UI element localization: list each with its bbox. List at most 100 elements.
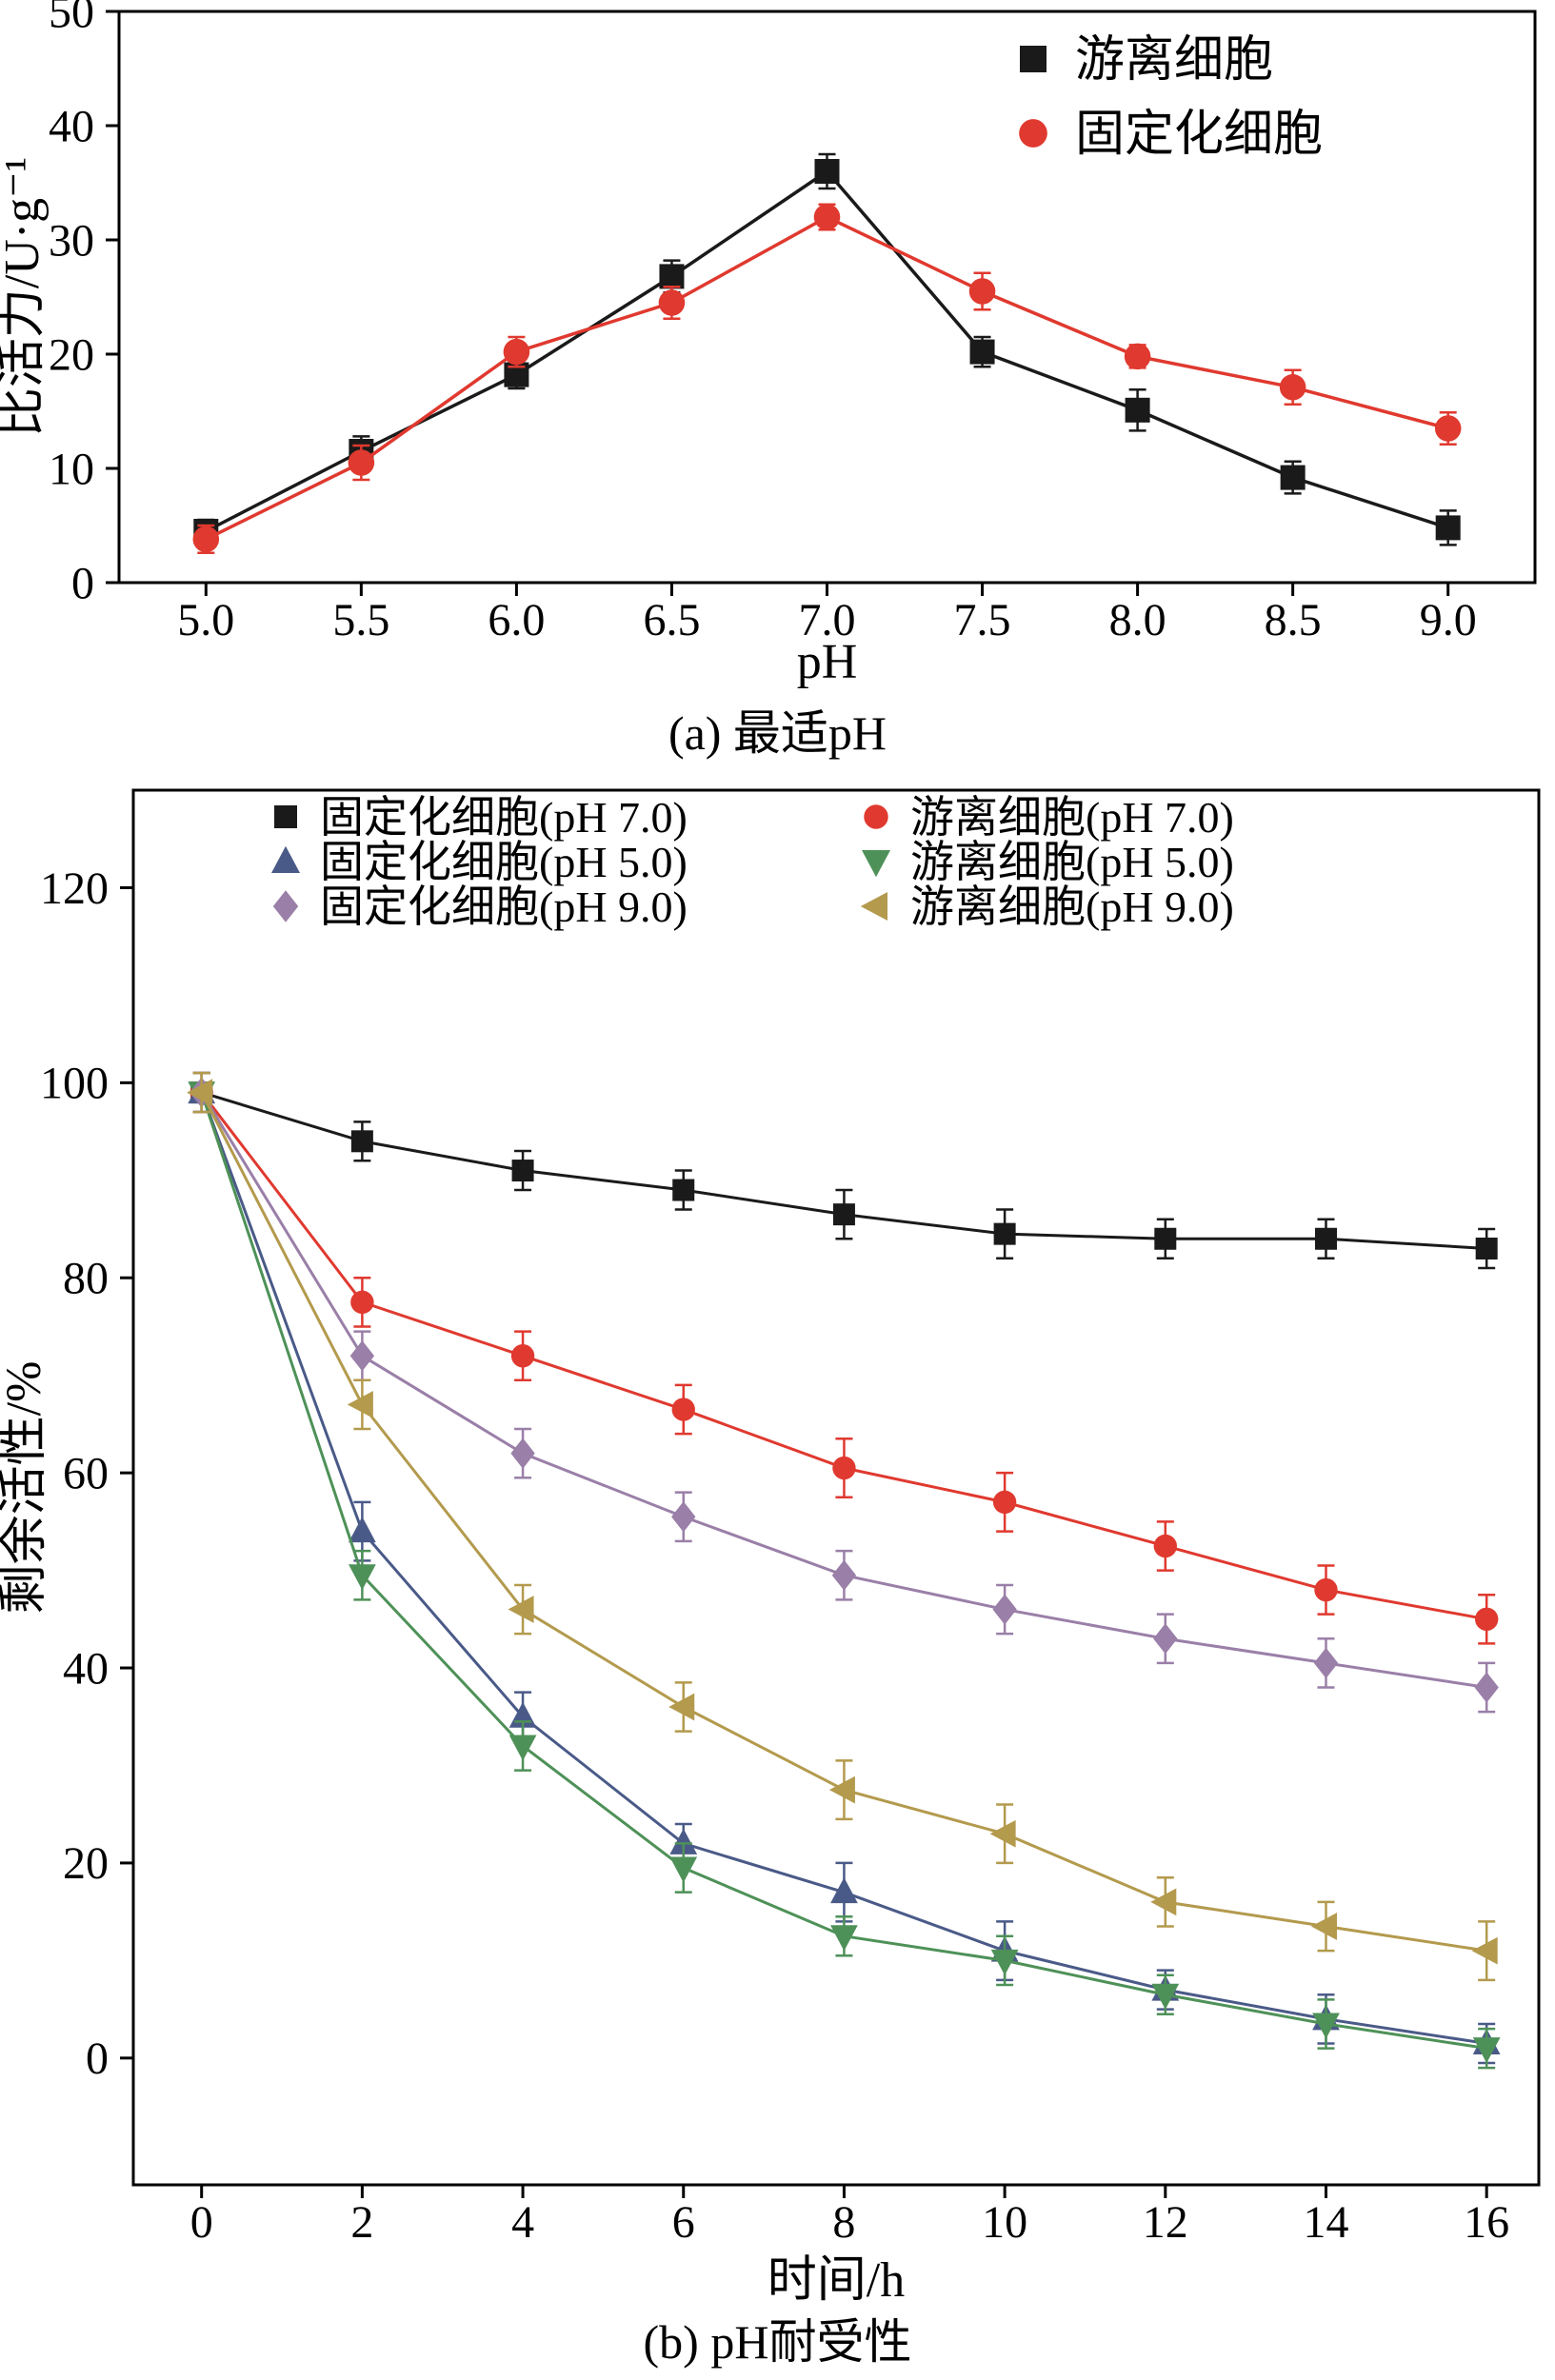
legend-label: 固定化细胞 — [1075, 108, 1323, 162]
x-tick-label: 12 — [1143, 2197, 1188, 2248]
triangle-left-marker-icon — [828, 1775, 855, 1804]
triangle-left-marker-icon — [1150, 1888, 1177, 1916]
triangle-down-marker-icon — [349, 1564, 376, 1591]
triangle-left-marker-icon — [187, 1079, 213, 1106]
legend-item-immobilized-ph9: 固定化细胞(pH 9.0) — [272, 883, 688, 931]
y-tick-label: 10 — [49, 444, 94, 494]
series-immobilized-ph9 — [189, 1071, 1499, 1714]
x-tick-label: 9.0 — [1420, 595, 1477, 645]
diamond-marker-icon — [1474, 1672, 1499, 1703]
x-tick-label: 4 — [511, 2197, 534, 2248]
legend-item-free-ph9: 游离细胞(pH 9.0) — [860, 883, 1234, 931]
circle-marker-icon — [658, 289, 686, 316]
triangle-down-marker-icon — [669, 1856, 698, 1883]
y-tick-label: 50 — [49, 0, 94, 37]
x-tick-label: 7.5 — [954, 595, 1011, 645]
square-marker-icon — [350, 1130, 373, 1153]
triangle-left-marker-icon — [989, 1819, 1016, 1848]
x-tick-label: 16 — [1464, 2197, 1509, 2248]
diamond-marker-icon — [992, 1594, 1017, 1625]
square-marker-icon — [1154, 1227, 1177, 1250]
chart-ph-tolerance-canvas: 0 20 40 60 80 100 120 0 2 4 6 8 10 12 14 16 时间/h 剩余活性/% 固定… — [0, 788, 1541, 2308]
y-tick-label: 30 — [49, 215, 94, 266]
circle-marker-icon — [510, 1344, 535, 1368]
x-tick-label: 8.0 — [1109, 595, 1166, 645]
y-tick-label: 0 — [71, 558, 94, 608]
legend-item-free-ph7: 游离细胞(pH 7.0) — [864, 793, 1234, 842]
square-marker-icon — [1475, 1238, 1498, 1260]
triangle-down-marker-icon — [1312, 2013, 1340, 2039]
diamond-marker-icon — [510, 1438, 535, 1469]
legend-item-free-cells: 游离细胞 — [1020, 33, 1273, 88]
legend-label: 游离细胞(pH 7.0) — [910, 793, 1234, 842]
diamond-marker-icon — [831, 1559, 857, 1591]
triangle-down-marker-icon — [508, 1735, 537, 1761]
y-tick-label: 20 — [63, 1838, 109, 1889]
circle-marker-icon — [350, 1290, 374, 1315]
series-free-ph5 — [188, 1071, 1501, 2070]
x-tick-label: 10 — [982, 2197, 1027, 2248]
diamond-marker-icon — [349, 1340, 375, 1372]
triangle-left-marker-icon — [1310, 1913, 1337, 1940]
circle-marker-icon — [503, 338, 530, 366]
series-line — [205, 215, 1449, 541]
y-axis-title: 剩余活性/% — [0, 1361, 51, 1615]
circle-marker-icon — [1434, 415, 1462, 442]
x-tick-label: 6 — [672, 2197, 695, 2248]
chart-ph-tolerance: 0 20 40 60 80 100 120 0 2 4 6 8 10 12 14 16 时间/h 剩余活性/% 固定… — [0, 762, 1555, 2380]
square-marker-icon — [1280, 465, 1306, 490]
triangle-left-marker-icon — [668, 1693, 695, 1721]
legend-label: 游离细胞(pH 5.0) — [910, 838, 1234, 886]
square-marker-icon — [814, 159, 840, 184]
triangle-left-marker-icon — [508, 1596, 534, 1623]
circle-marker-icon — [992, 1490, 1017, 1515]
y-tick-label: 40 — [63, 1643, 109, 1694]
x-tick-label: 7.0 — [799, 595, 856, 645]
y-axis-title: 比活力/U·g⁻¹ — [0, 157, 50, 437]
triangle-up-marker-icon — [271, 845, 300, 873]
square-marker-icon — [993, 1222, 1016, 1245]
circle-marker-icon — [1474, 1607, 1499, 1631]
square-marker-icon — [511, 1160, 534, 1182]
triangle-left-marker-icon — [347, 1391, 373, 1418]
x-axis-title: pH — [797, 635, 858, 689]
circle-marker-icon — [1124, 343, 1151, 370]
y-tick-label: 40 — [49, 101, 94, 151]
triangle-down-marker-icon — [990, 1949, 1019, 1975]
x-tick-label: 5.5 — [332, 595, 389, 645]
square-marker-icon — [1020, 46, 1047, 72]
diamond-marker-icon — [671, 1501, 696, 1533]
circle-marker-icon — [671, 1398, 695, 1421]
x-tick-label: 2 — [350, 2197, 373, 2248]
legend-item-immobilized-cells: 固定化细胞 — [1019, 108, 1323, 162]
y-tick-label: 100 — [40, 1059, 109, 1109]
square-marker-icon — [274, 805, 297, 828]
triangle-left-marker-icon — [860, 892, 887, 921]
triangle-up-marker-icon — [669, 1828, 698, 1854]
x-tick-label: 6.0 — [488, 595, 545, 645]
triangle-left-marker-icon — [1471, 1936, 1498, 1965]
diamond-marker-icon — [1153, 1623, 1178, 1655]
square-marker-icon — [1435, 515, 1461, 541]
chart-optimal-ph-canvas: 0 10 20 30 40 50 5.0 5.5 6.0 6.5 7.0 7.5 8.0 8.5 9.0 pH… — [0, 0, 1537, 689]
series-line — [200, 1091, 1487, 1621]
legend-label: 固定化细胞(pH 7.0) — [320, 793, 688, 842]
legend-label: 固定化细胞(pH 5.0) — [320, 838, 688, 886]
square-marker-icon — [659, 264, 685, 289]
plot-frame — [131, 788, 1541, 2187]
circle-marker-icon — [348, 449, 375, 476]
legend-label: 游离细胞(pH 9.0) — [910, 883, 1234, 931]
triangle-up-marker-icon — [349, 1517, 376, 1543]
chart-optimal-ph: 0 10 20 30 40 50 5.0 5.5 6.0 6.5 7.0 7.5 8.0 8.5 9.0 pH… — [0, 0, 1555, 762]
diamond-marker-icon — [1313, 1647, 1339, 1679]
circle-marker-icon — [813, 204, 841, 230]
plot-frame — [117, 10, 1537, 585]
axes: 0 10 20 30 40 50 5.0 5.5 6.0 6.5 7.0 7.5 8.0 8.5 9.0 — [49, 0, 1537, 645]
x-tick-label: 8 — [832, 2197, 855, 2248]
axes: 0 20 40 60 80 100 120 0 2 4 6 8 10 12 14 16 — [40, 788, 1541, 2248]
x-tick-label: 6.5 — [643, 595, 700, 645]
y-tick-label: 20 — [49, 329, 94, 380]
y-tick-label: 80 — [63, 1254, 109, 1304]
square-marker-icon — [969, 339, 995, 365]
triangle-down-marker-icon — [862, 850, 890, 878]
